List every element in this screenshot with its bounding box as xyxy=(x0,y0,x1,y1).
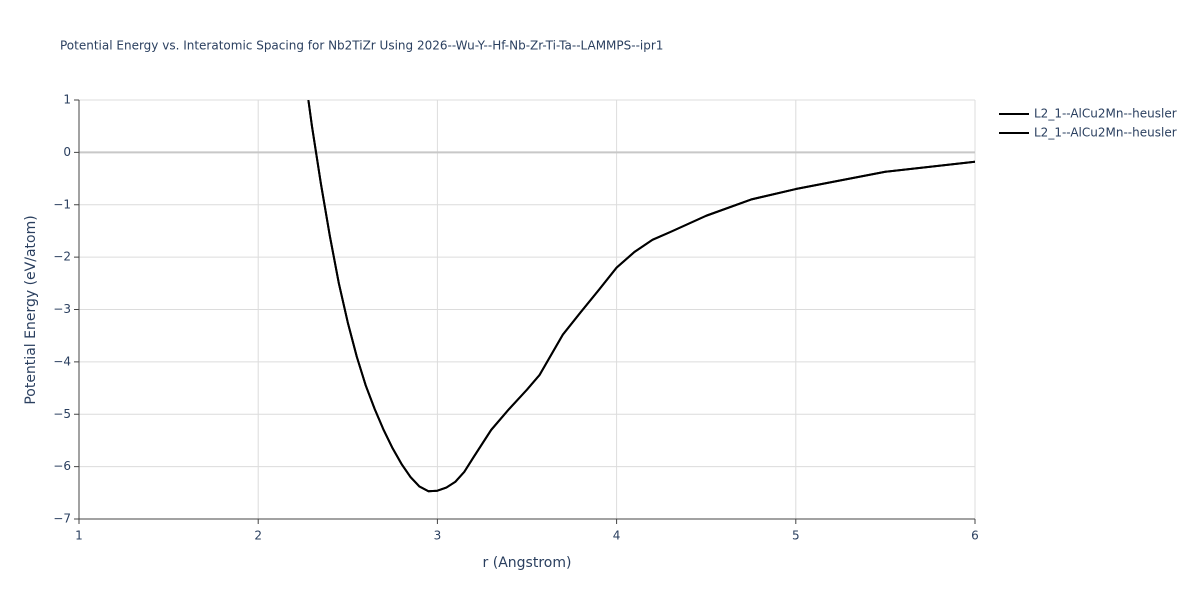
grid xyxy=(78,99,976,520)
y-tick-label: −2 xyxy=(53,250,71,264)
y-tick-label: −5 xyxy=(53,407,71,421)
x-tick-label: 3 xyxy=(434,529,442,543)
y-tick-label: −4 xyxy=(53,354,71,368)
y-axis-title: Potential Energy (eV/atom) xyxy=(23,215,39,404)
x-tick-label: 4 xyxy=(613,529,621,543)
y-tick-label: 1 xyxy=(63,93,71,107)
legend-label: L2_1--AlCu2Mn--heusler xyxy=(1034,107,1177,121)
x-tick-label: 5 xyxy=(792,529,800,543)
series-line xyxy=(307,100,975,493)
series-line xyxy=(307,100,975,493)
y-tick-label: −7 xyxy=(53,512,71,526)
chart-title: Potential Energy vs. Interatomic Spacing… xyxy=(60,39,663,53)
y-tick-label: −6 xyxy=(53,459,71,473)
y-tick-label: −3 xyxy=(53,302,71,316)
x-tick-label: 2 xyxy=(254,529,262,543)
y-tick-label: 0 xyxy=(63,145,71,159)
plot-area xyxy=(307,100,975,493)
x-tick-label: 1 xyxy=(75,529,83,543)
x-axis-title: r (Angstrom) xyxy=(483,555,572,571)
x-tick-label: 6 xyxy=(971,529,979,543)
legend-label: L2_1--AlCu2Mn--heusler xyxy=(1034,126,1177,140)
y-tick-label: −1 xyxy=(53,197,71,211)
axes: 1 2 3 4 5 6 1 0 −1 −2 −3 −4 −5 −6 −7 xyxy=(53,93,979,543)
